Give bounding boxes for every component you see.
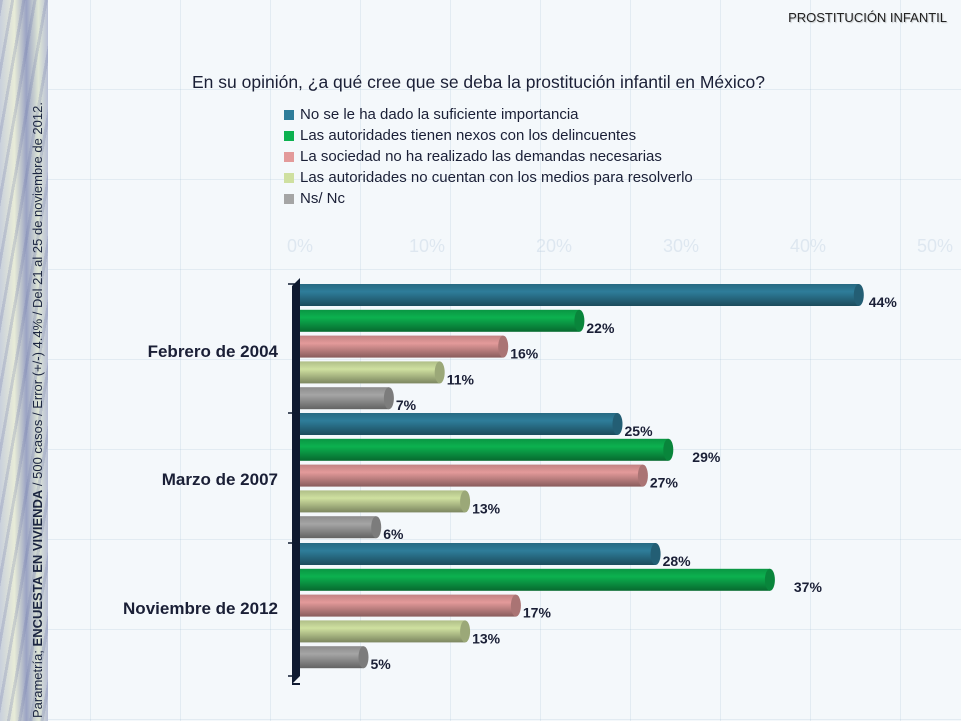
bar — [300, 335, 504, 358]
legend-swatch — [284, 193, 294, 204]
bar — [300, 413, 618, 435]
chart-legend: No se le ha dado la suficiente importanc… — [284, 104, 693, 209]
bar-end-cap — [460, 620, 471, 643]
bar-end-cap — [663, 438, 674, 461]
legend-swatch — [284, 172, 294, 183]
legend-label: Ns/ Nc — [300, 190, 345, 207]
x-tick-label: 20% — [536, 236, 572, 256]
data-label: 16% — [510, 346, 539, 362]
data-label: 17% — [523, 605, 552, 621]
legend-swatch — [284, 130, 294, 141]
data-label: 44% — [869, 294, 898, 310]
bar-end-cap — [612, 413, 623, 435]
data-label: 11% — [447, 371, 475, 387]
x-tick-label: 40% — [790, 236, 826, 256]
bar-end-cap — [371, 516, 382, 539]
section-title: PROSTITUCIÓN INFANTIL — [788, 10, 947, 25]
bar — [300, 620, 466, 643]
legend-item: Las autoridades tienen nexos con los del… — [284, 125, 693, 146]
data-label: 6% — [383, 526, 404, 542]
x-tick-label: 50% — [917, 236, 953, 256]
bar — [300, 361, 440, 384]
bar — [300, 490, 466, 513]
legend-swatch — [284, 151, 294, 162]
bar-end-cap — [358, 646, 369, 669]
data-label: 5% — [371, 656, 392, 672]
bar — [300, 284, 859, 306]
category-label: Marzo de 2007 — [161, 470, 278, 489]
legend-label: Las autoridades no cuentan con los medio… — [300, 169, 693, 186]
data-label: 28% — [663, 553, 692, 569]
bar-end-cap — [650, 543, 661, 565]
bar-end-cap — [853, 284, 864, 306]
bar-end-cap — [574, 309, 585, 332]
bar-end-cap — [460, 490, 471, 513]
legend-item: No se le ha dado la suficiente importanc… — [284, 104, 693, 125]
bar-end-cap — [637, 464, 648, 487]
data-label: 13% — [472, 630, 501, 646]
legend-label: No se le ha dado la suficiente importanc… — [300, 106, 579, 123]
x-tick-label: 30% — [663, 236, 699, 256]
data-label: 7% — [396, 397, 417, 413]
bar — [300, 438, 669, 461]
y-axis-wall — [292, 278, 300, 684]
category-label: Febrero de 2004 — [147, 342, 278, 361]
legend-item: Las autoridades no cuentan con los medio… — [284, 167, 693, 188]
legend-label: Las autoridades tienen nexos con los del… — [300, 127, 637, 144]
data-label: 22% — [586, 320, 615, 336]
bar-end-cap — [434, 361, 445, 384]
bar — [300, 568, 770, 591]
bar — [300, 309, 580, 332]
bar — [300, 516, 377, 539]
bar — [300, 464, 643, 487]
legend-swatch — [284, 109, 294, 120]
bar — [300, 543, 656, 565]
data-label: 27% — [650, 475, 679, 491]
x-tick-label: 0% — [287, 236, 313, 256]
decorative-strip — [0, 0, 48, 721]
legend-label: La sociedad no ha realizado las demandas… — [300, 148, 662, 165]
category-label: Noviembre de 2012 — [123, 599, 278, 618]
x-tick-label: 10% — [409, 236, 445, 256]
legend-item: Ns/ Nc — [284, 188, 693, 209]
bar — [300, 646, 364, 669]
bar-end-cap — [510, 594, 521, 617]
legend-item: La sociedad no ha realizado las demandas… — [284, 146, 693, 167]
chart-title: En su opinión, ¿a qué cree que se deba l… — [192, 72, 765, 92]
bar-end-cap — [383, 387, 394, 410]
bar-end-cap — [498, 335, 509, 358]
data-label: 25% — [625, 423, 654, 439]
data-label: 29% — [692, 449, 721, 465]
data-label: 13% — [472, 500, 501, 516]
bar — [300, 387, 389, 410]
bar-end-cap — [764, 568, 775, 591]
bar — [300, 594, 516, 617]
data-label: 37% — [794, 579, 823, 595]
